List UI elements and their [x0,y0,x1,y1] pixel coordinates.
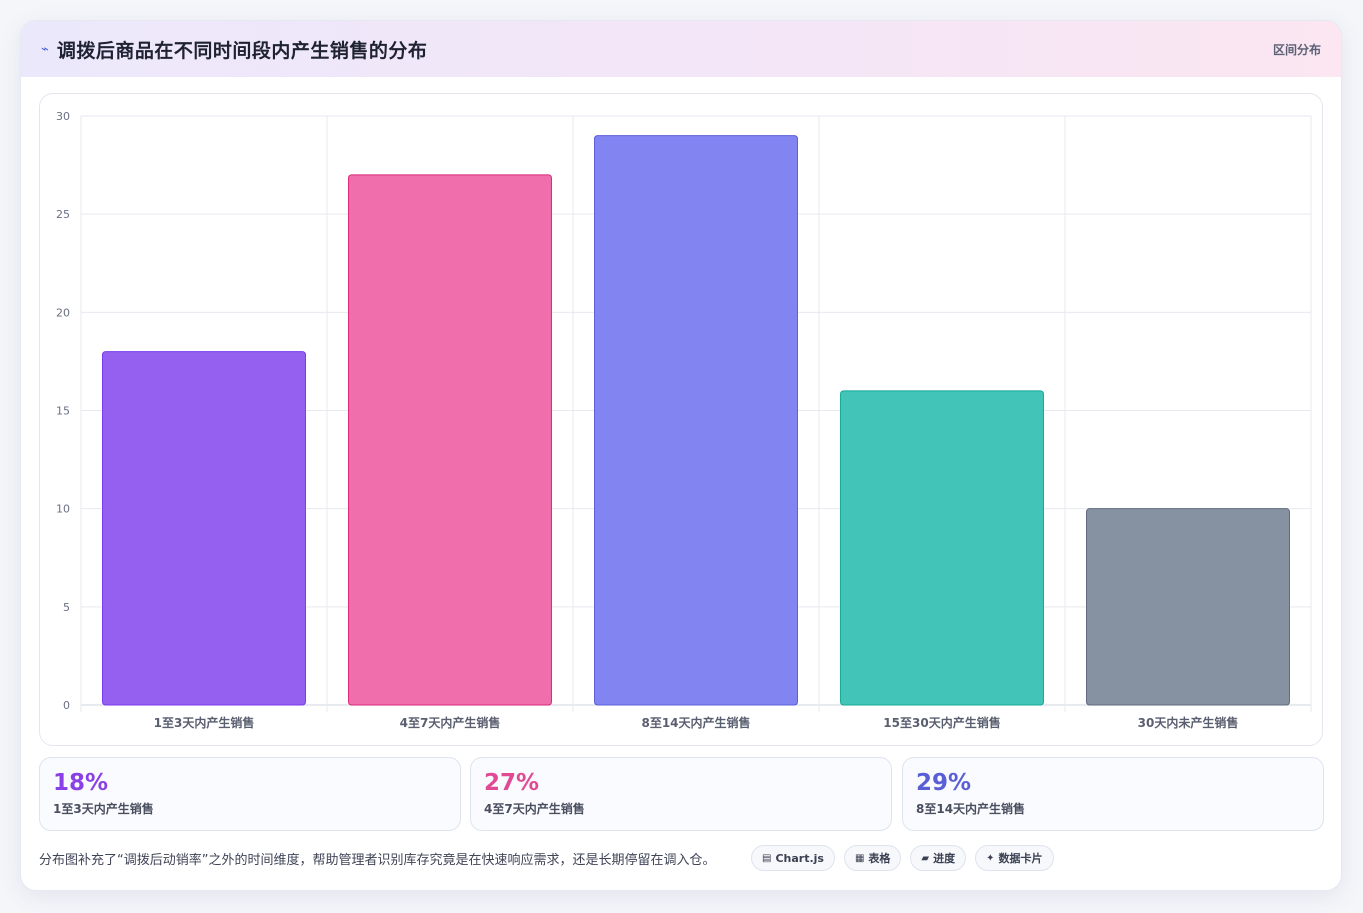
x-tick-label: 30天内未产生销售 [1138,715,1239,730]
stat-label: 1至3天内产生销售 [53,802,154,816]
y-tick-label: 10 [56,503,70,516]
stat-cards: 18% 1至3天内产生销售 27% 4至7天内产生销售 29% 8至14天内产生… [39,757,1324,831]
y-tick-label: 30 [56,110,70,123]
y-tick-label: 5 [63,601,70,614]
chip-chartjs[interactable]: ▤ Chart.js [751,845,835,871]
y-tick-label: 20 [56,306,70,319]
bar-chart: 0 5 10 15 20 25 30 1至3天内产生销售 4至7天内产生销售 8至14天内产生销售… [56,110,1312,730]
x-tick-label: 1至3天内产生销售 [154,715,255,730]
chart-icon: ▤ [762,852,772,864]
stat-label: 8至14天内产生销售 [916,802,1026,816]
bar [348,174,552,706]
chart-title: 调拨后商品在不同时间段内产生销售的分布 [56,39,428,62]
bar [102,351,306,706]
bar [1086,508,1290,706]
stat-value: 29% [916,770,972,796]
bar [840,390,1044,706]
y-tick-label: 25 [56,208,70,221]
bar [594,135,798,706]
x-tick-label: 15至30天内产生销售 [883,715,1000,730]
chip-label: 进度 [933,852,956,865]
chart-card: ⌁ 调拨后商品在不同时间段内产生销售的分布 区间分布 0 5 10 15 20 25 30 1… [20,20,1342,891]
chip-data-card[interactable]: ✦ 数据卡片 [975,845,1054,871]
x-tick-label: 4至7天内产生销售 [400,715,501,730]
y-tick-label: 15 [56,405,70,418]
chip-label: 数据卡片 [998,852,1043,865]
y-tick-label: 0 [63,699,70,712]
table-icon: ▦ [854,852,865,864]
stat-label: 4至7天内产生销售 [484,802,585,816]
progress-icon: ▰ [921,852,930,864]
x-tick-label: 8至14天内产生销售 [641,715,750,730]
stat-value: 27% [484,770,540,796]
pulse-icon: ⌁ [41,41,49,57]
stat-value: 18% [53,770,109,796]
chip-progress[interactable]: ▰ 进度 [910,845,967,871]
card-header: ⌁ 调拨后商品在不同时间段内产生销售的分布 区间分布 [21,21,1341,77]
chip-label: Chart.js [775,851,824,865]
stat-card: 18% 1至3天内产生销售 [39,757,461,831]
chip-table[interactable]: ▦ 表格 [843,845,902,871]
tech-chips: ▤ Chart.js ▦ 表格 ▰ 进度 ✦ 数据卡片 [751,845,1054,871]
stat-card: 27% 4至7天内产生销售 [470,757,892,831]
chart-container: 0 5 10 15 20 25 30 1至3天内产生销售 4至7天内产生销售 8至14天内产生销售… [39,93,1323,746]
footer-note: 分布图补充了“调拨后动销率”之外的时间维度，帮助管理者识别库存究竟是在快速响应需… [39,853,716,868]
stat-card: 29% 8至14天内产生销售 [902,757,1324,831]
card-footer: 分布图补充了“调拨后动销率”之外的时间维度，帮助管理者识别库存究竟是在快速响应需… [39,845,1324,881]
chip-label: 表格 [868,852,891,865]
section-tag: 区间分布 [1272,42,1321,57]
sparkle-icon: ✦ [986,852,995,864]
